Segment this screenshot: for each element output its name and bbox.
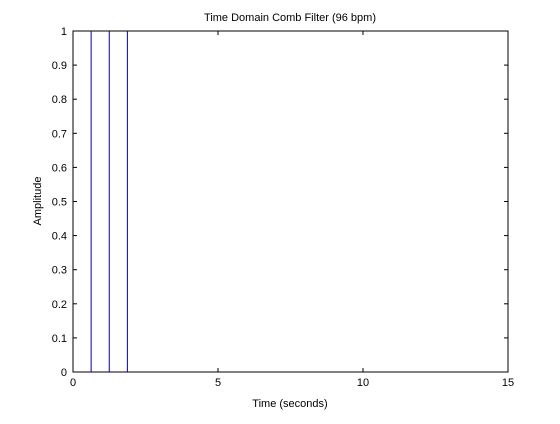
- y-tick-label: 0.8: [52, 94, 67, 106]
- y-tick-label: 0.7: [52, 128, 67, 140]
- y-axis-label: Amplitude: [32, 177, 44, 226]
- x-tick-label: 10: [357, 377, 369, 389]
- y-tick-label: 0: [61, 367, 67, 379]
- plot-area: [72, 30, 509, 373]
- y-tick-label: 0.3: [52, 265, 67, 277]
- y-tick-label: 0.1: [52, 333, 67, 345]
- data-marks: [90, 31, 128, 372]
- y-tick-label: 0.9: [52, 60, 67, 72]
- axis-ticks: 0 5 10 15 0 0.1 0.2 0.3 0.4 0.5 0.6 0.7 0.8 0.9 1: [52, 26, 514, 389]
- y-tick-label: 0.4: [52, 231, 67, 243]
- x-tick-label: 0: [70, 377, 76, 389]
- y-tick-label: 0.2: [52, 299, 67, 311]
- y-tick-label: 0.6: [52, 162, 67, 174]
- chart-title: Time Domain Comb Filter (96 bpm): [204, 12, 376, 24]
- x-axis-label: Time (seconds): [252, 398, 327, 410]
- x-tick-label: 5: [215, 377, 221, 389]
- y-tick-label: 1: [61, 26, 67, 38]
- x-tick-label: 15: [502, 377, 514, 389]
- y-tick-label: 0.5: [52, 197, 67, 209]
